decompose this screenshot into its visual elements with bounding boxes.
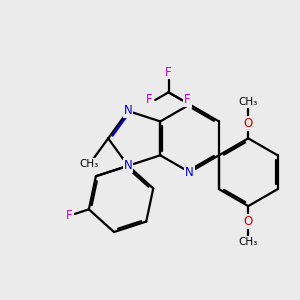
Text: N: N — [124, 159, 133, 172]
Text: N: N — [124, 104, 133, 118]
Text: F: F — [165, 65, 172, 79]
Text: N: N — [185, 166, 194, 179]
Text: F: F — [66, 209, 73, 222]
Text: CH₃: CH₃ — [239, 237, 258, 247]
Text: O: O — [244, 117, 253, 130]
Text: CH₃: CH₃ — [80, 159, 99, 169]
Text: F: F — [184, 94, 191, 106]
Text: F: F — [146, 94, 153, 106]
Text: O: O — [244, 215, 253, 228]
Text: CH₃: CH₃ — [239, 98, 258, 107]
